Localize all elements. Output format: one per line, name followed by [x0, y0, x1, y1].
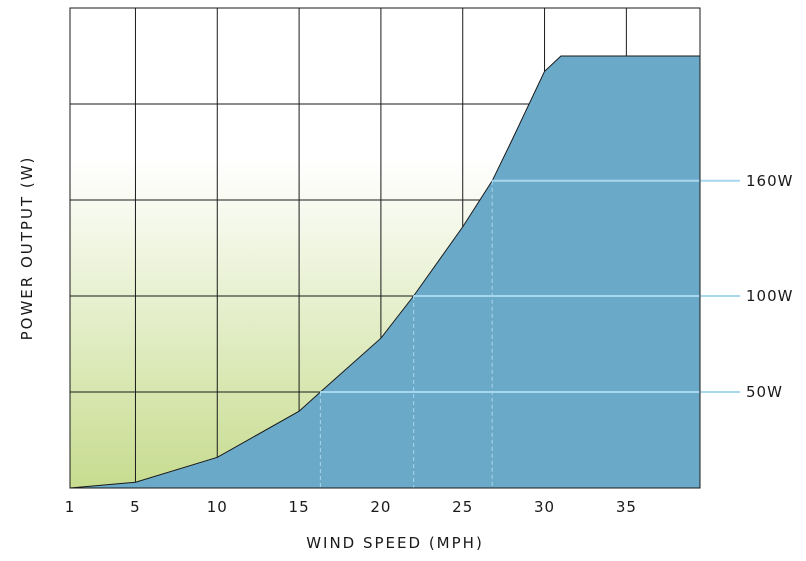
x-tick-label: 5: [130, 498, 141, 516]
reference-label: 100W: [746, 287, 793, 305]
plot-border: [69, 7, 701, 489]
x-axis-ticks: 1 5 10 15 20 25 30 35: [65, 498, 637, 516]
reference-lines: 50W 100W 160W: [319, 172, 793, 488]
x-tick-label: 25: [452, 498, 473, 516]
reference-label: 50W: [746, 383, 783, 401]
reference-label: 160W: [746, 172, 793, 190]
y-axis-title: POWER OUTPUT (W): [18, 156, 36, 341]
x-tick-label: 1: [65, 498, 76, 516]
x-tick-label: 10: [207, 498, 228, 516]
x-tick-label: 35: [616, 498, 637, 516]
x-tick-label: 20: [370, 498, 391, 516]
x-tick-label: 30: [534, 498, 555, 516]
x-tick-label: 15: [289, 498, 310, 516]
power-curve-area: [69, 55, 701, 489]
x-axis-title: WIND SPEED (MPH): [306, 534, 484, 552]
